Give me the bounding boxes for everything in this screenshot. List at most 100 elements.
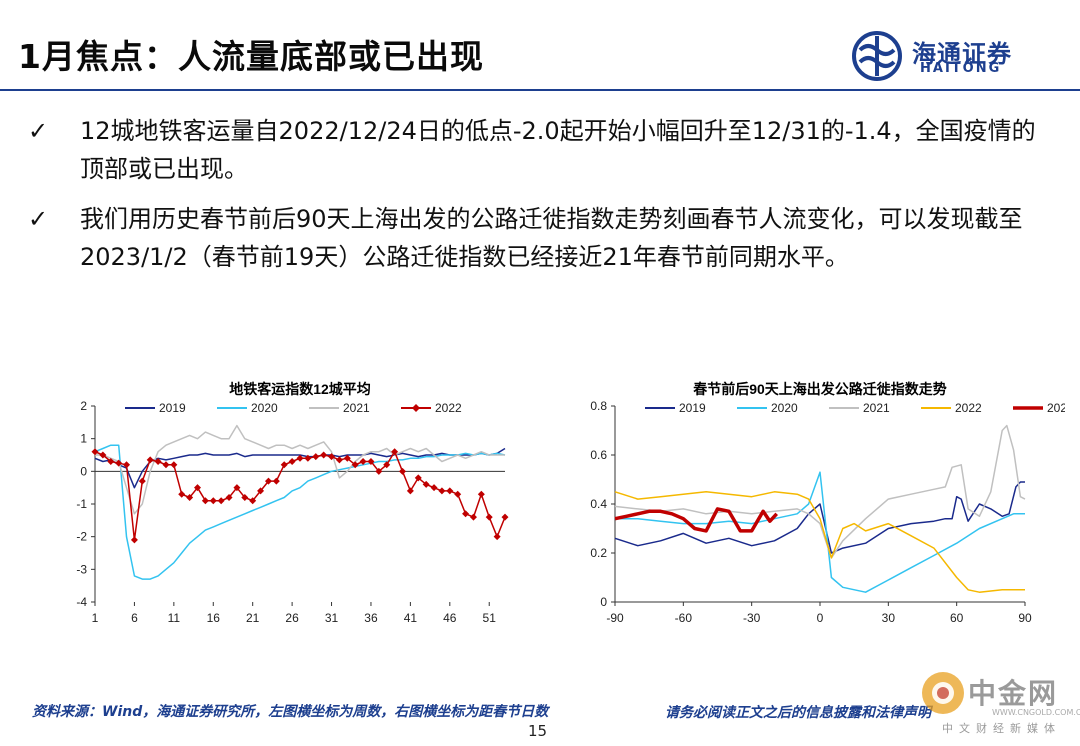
x-tick-label: 90	[1018, 611, 1032, 625]
data-point	[493, 533, 501, 541]
x-tick-label: 26	[285, 611, 299, 625]
x-tick-label: 36	[364, 611, 378, 625]
y-tick-label: 0.6	[590, 448, 607, 462]
x-tick-label: 11	[168, 611, 181, 625]
data-point	[501, 513, 509, 521]
migration-chart: 春节前后90天上海出发公路迁徙指数走势 0 0.2 0.4 0.6 0.8 -90 -60 -3…	[575, 376, 1074, 636]
data-point	[399, 467, 406, 475]
x-tick-label: -60	[675, 611, 693, 625]
checkmark-icon: ✓	[28, 205, 49, 233]
logo-text-en: HAITONG	[920, 61, 1002, 76]
data-point	[91, 448, 99, 456]
x-tick-label: 6	[131, 611, 138, 625]
data-point	[288, 458, 296, 466]
y-tick-label: -3	[76, 562, 87, 576]
y-tick-label: -1	[76, 497, 87, 511]
data-point	[422, 480, 430, 488]
company-logo: 海通证券 HAITONG	[850, 30, 1050, 82]
data-point	[123, 461, 131, 469]
legend-label: 2019	[159, 401, 186, 415]
data-point	[375, 467, 383, 475]
data-point	[328, 453, 336, 461]
x-tick-label: 46	[443, 611, 457, 625]
watermark: 中金网 WWW.CNGOLD.COM.CN 中文财经新媒体	[920, 668, 1080, 738]
data-point	[335, 456, 343, 464]
chart-title: 地铁客运指数12城平均	[229, 381, 371, 397]
data-point	[249, 497, 257, 505]
y-tick-label: 2	[80, 399, 87, 413]
legend-label: 2022	[955, 401, 982, 415]
x-tick-label: 1	[92, 611, 99, 625]
data-point	[186, 493, 194, 501]
data-point	[430, 484, 438, 492]
series-line-2022	[614, 491, 1025, 593]
legend-label: 2019	[679, 401, 706, 415]
cngold-logo-icon	[922, 672, 964, 714]
data-point	[454, 490, 462, 498]
x-tick-label: 41	[404, 611, 418, 625]
data-point	[233, 484, 241, 492]
watermark-url: WWW.CNGOLD.COM.CN	[992, 708, 1080, 717]
data-point	[257, 487, 265, 495]
legend-label: 2020	[251, 401, 278, 415]
y-tick-label: -4	[76, 595, 87, 609]
data-point	[201, 497, 209, 505]
data-point	[351, 461, 359, 469]
data-point	[406, 487, 414, 495]
y-tick-label: 0	[80, 464, 87, 478]
y-tick-label: 0.8	[590, 399, 607, 413]
data-point	[194, 484, 201, 492]
y-tick-label: 1	[80, 432, 87, 446]
data-point	[170, 461, 178, 469]
data-point	[485, 513, 493, 521]
migration-chart-svg: 春节前后90天上海出发公路迁徙指数走势 0 0.2 0.4 0.6 0.8 -90 -60 -3…	[590, 381, 1074, 625]
watermark-subtitle: 中文财经新媒体	[942, 722, 1061, 735]
data-point	[296, 454, 304, 462]
page-number: 15	[528, 722, 548, 740]
legend-marker	[412, 404, 420, 412]
data-point	[359, 458, 367, 466]
legend-label: 2021	[343, 401, 370, 415]
data-point	[304, 454, 312, 462]
chart-title: 春节前后90天上海出发公路迁徙指数走势	[692, 381, 947, 397]
data-point	[154, 458, 162, 466]
data-point	[178, 490, 186, 498]
series-line-2020	[615, 471, 1025, 593]
x-tick-label: 30	[882, 611, 896, 625]
data-point	[367, 458, 375, 466]
bullet-1-text: 12城地铁客运量自2022/12/24日的低点-2.0起开始小幅回升至12/31…	[80, 117, 1036, 183]
legend-label: 2023	[1047, 401, 1065, 415]
data-point	[391, 448, 399, 456]
x-tick-label: -30	[743, 611, 761, 625]
y-tick-label: 0	[600, 595, 607, 609]
y-tick-label: -2	[76, 530, 87, 544]
legend-label: 2020	[771, 401, 798, 415]
bullet-2: ✓ 我们用历史春节前后90天上海出发的公路迁徙指数走势刻画春节人流变化，可以发现…	[28, 200, 1038, 314]
data-point	[217, 497, 225, 505]
series-line-2023	[614, 507, 778, 533]
data-point	[272, 477, 280, 485]
data-point	[343, 454, 351, 462]
series-line-2021	[95, 424, 505, 515]
data-point	[138, 477, 146, 485]
header-divider	[0, 89, 1080, 91]
slide-title: 1月焦点：人流量底部或已出现	[18, 37, 484, 76]
data-point	[469, 513, 477, 521]
data-point	[107, 458, 115, 466]
data-point	[446, 487, 454, 495]
x-tick-label: 31	[325, 611, 339, 625]
data-point	[414, 474, 422, 482]
x-tick-label: 60	[950, 611, 964, 625]
data-point	[477, 490, 485, 498]
x-tick-label: -90	[606, 611, 624, 625]
source-note: 资料来源：Wind，海通证券研究所，左图横坐标为周数，右图横坐标为距春节日数	[32, 704, 549, 720]
series-line-2019	[614, 481, 1025, 554]
y-tick-label: 0.4	[590, 497, 607, 511]
x-tick-label: 0	[817, 611, 824, 625]
legend-label: 2022	[435, 401, 462, 415]
data-point	[383, 461, 391, 469]
data-point	[462, 510, 470, 518]
data-point	[438, 487, 446, 495]
bullet-2-text: 我们用历史春节前后90天上海出发的公路迁徙指数走势刻画春节人流变化，可以发现截至…	[80, 205, 1023, 271]
x-tick-label: 16	[207, 611, 221, 625]
